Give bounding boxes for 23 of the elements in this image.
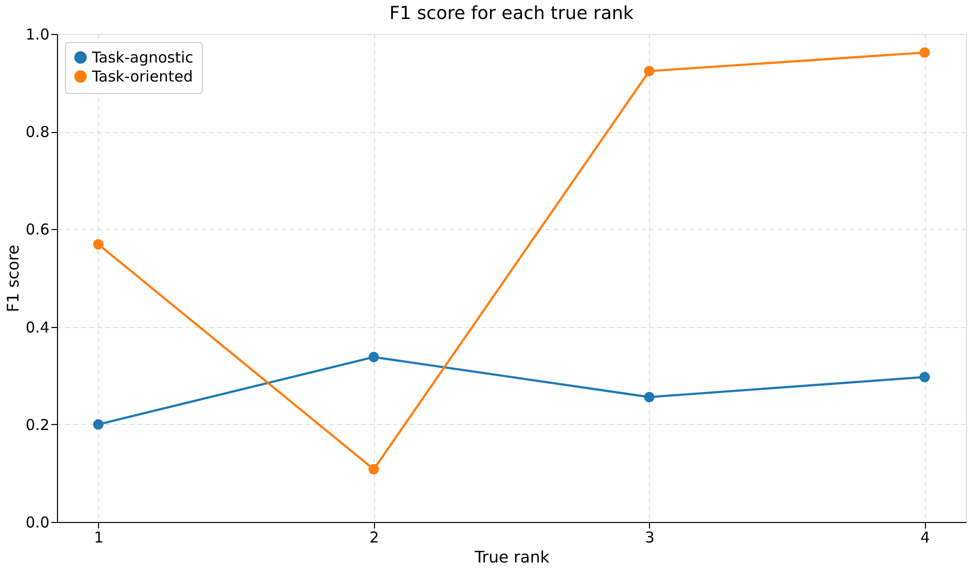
y-tick-label: 0.8	[26, 123, 50, 142]
point	[93, 419, 104, 430]
point	[368, 352, 380, 362]
point	[919, 372, 930, 382]
point	[644, 66, 654, 76]
legend-label: Task-oriented	[91, 68, 193, 86]
x-tick-label: 3	[644, 528, 654, 546]
point	[644, 392, 654, 402]
y-tick-label: 0.4	[26, 318, 50, 336]
y-tick-label: 1.0	[26, 26, 50, 44]
x-axis-title: True rank	[474, 548, 550, 566]
x-tick-label: 2	[370, 528, 380, 546]
point	[919, 47, 930, 58]
point	[368, 464, 380, 475]
y-tick-label: 0.0	[26, 514, 50, 532]
chart-title: F1 score for each true rank	[389, 3, 634, 24]
legend-label: Task-agnostic	[91, 48, 194, 66]
y-axis-title: F1 score	[4, 244, 23, 312]
point	[93, 239, 104, 250]
x-tick-label: 1	[94, 528, 104, 546]
x-tick-label: 4	[920, 528, 930, 546]
y-tick-label: 0.6	[26, 220, 50, 239]
y-tick-label: 0.2	[26, 416, 50, 434]
